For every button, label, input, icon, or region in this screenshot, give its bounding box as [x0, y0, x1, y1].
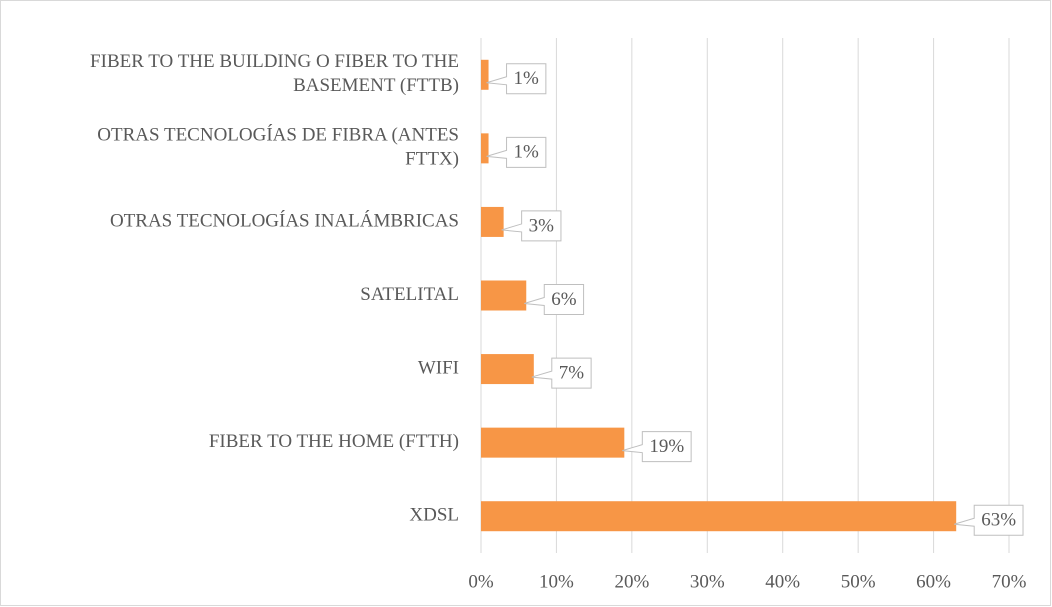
bar [481, 280, 527, 311]
bar [481, 427, 625, 458]
data-label-callout [622, 431, 692, 463]
bar [481, 133, 489, 164]
x-tick-label: 0% [468, 571, 494, 592]
data-label-callout [486, 136, 547, 168]
data-label-callout [531, 357, 592, 389]
y-tick-label: SATELITAL [360, 284, 459, 305]
data-label-callout [524, 284, 585, 315]
data-label-callout [954, 504, 1024, 536]
y-tick-label: OTRAS TECNOLOGÍAS INALÁMBRICAS [110, 209, 459, 231]
x-tick-label: 10% [539, 571, 574, 592]
bar [481, 206, 504, 237]
y-tick-label: WIFI [418, 357, 459, 378]
data-label: 19% [649, 436, 684, 457]
bar [481, 354, 534, 385]
y-tick-label: XDSL [409, 505, 459, 526]
data-label: 63% [981, 510, 1016, 531]
data-label-callout [486, 63, 547, 95]
x-tick-label: 30% [690, 571, 725, 592]
x-tick-label: 40% [765, 571, 800, 592]
data-label: 7% [559, 362, 585, 383]
bar [481, 59, 489, 90]
y-tick-label: FIBER TO THE HOME (FTTH) [209, 431, 459, 452]
y-tick-label: FIBER TO THE BUILDING O FIBER TO THE BASE… [90, 51, 459, 96]
data-label-callout [501, 210, 562, 242]
bar [481, 501, 957, 532]
data-label: 1% [514, 68, 540, 89]
x-tick-label: 50% [841, 571, 876, 592]
data-label: 6% [551, 289, 577, 310]
y-tick-label: OTRAS TECNOLOGÍAS DE FIBRA (ANTES FTTX) [97, 124, 459, 170]
data-label: 3% [529, 215, 555, 236]
x-tick-label: 60% [916, 571, 951, 592]
x-tick-label: 20% [614, 571, 649, 592]
data-label: 1% [514, 142, 540, 163]
x-tick-label: 70% [992, 571, 1027, 592]
